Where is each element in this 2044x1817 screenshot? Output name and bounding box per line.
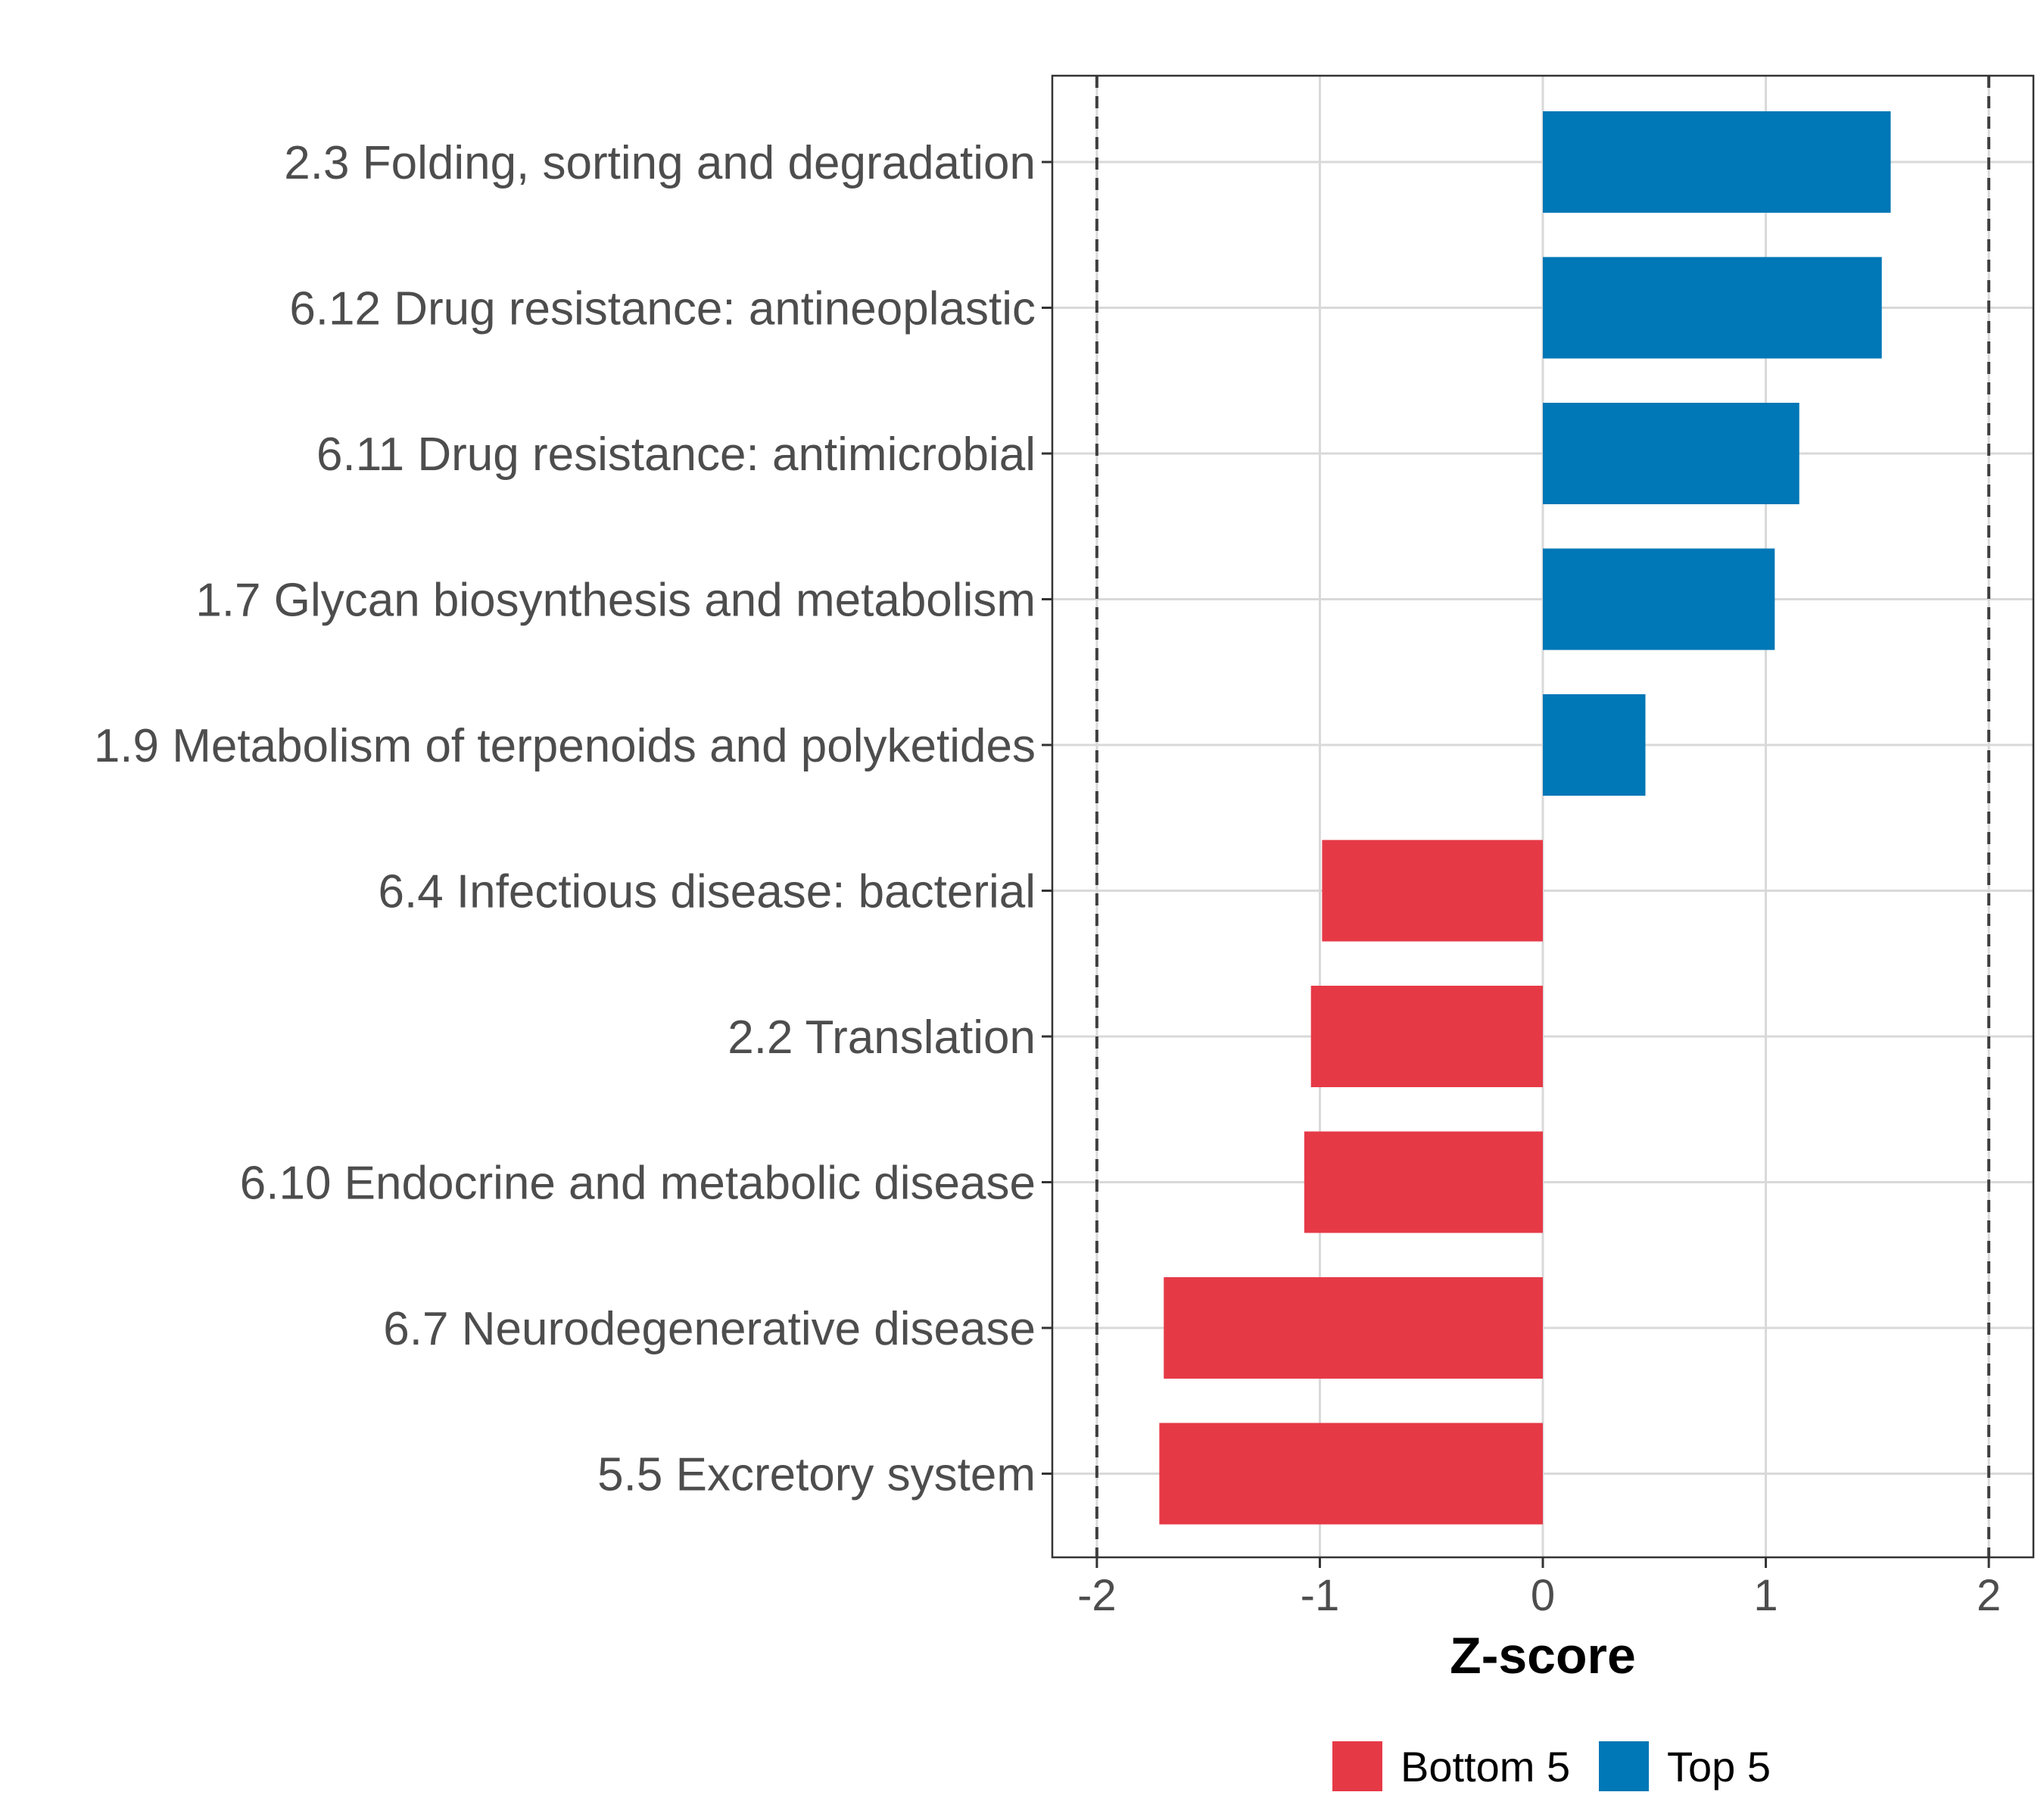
y-tick-label: 6.12 Drug resistance: antineoplastic <box>289 283 1036 335</box>
y-tick-label: 6.4 Infectious disease: bacterial <box>378 866 1036 918</box>
legend: Bottom 5 Top 5 <box>1332 1741 1771 1791</box>
x-tick-label: 1 <box>1753 1571 1778 1620</box>
bar <box>1304 1131 1543 1233</box>
x-tick-label: 2 <box>1977 1571 2001 1620</box>
legend-label: Top 5 <box>1667 1743 1771 1791</box>
bar <box>1310 986 1543 1087</box>
y-tick-label: 5.5 Excretory system <box>597 1449 1036 1501</box>
y-tick-label: 6.7 Neurodegenerative disease <box>383 1303 1036 1355</box>
x-axis: -2 -1 0 1 2 <box>1077 1557 2001 1620</box>
bar <box>1159 1423 1543 1525</box>
x-tick-label: -1 <box>1301 1571 1340 1620</box>
bar <box>1543 403 1799 504</box>
bar <box>1543 694 1646 796</box>
bar <box>1164 1277 1543 1379</box>
bar <box>1543 111 1891 213</box>
bars <box>1159 111 1891 1525</box>
legend-swatch <box>1332 1741 1382 1791</box>
x-tick-label: 0 <box>1531 1571 1555 1620</box>
y-tick-label: 2.2 Translation <box>728 1011 1036 1064</box>
y-axis: 2.3 Folding, sorting and degradation 6.12… <box>94 137 1052 1501</box>
x-axis-title: Z-score <box>1450 1627 1636 1685</box>
y-tick-label: 2.3 Folding, sorting and degradation <box>284 137 1036 189</box>
legend-swatch <box>1599 1741 1649 1791</box>
legend-label: Bottom 5 <box>1401 1743 1570 1791</box>
y-tick-label: 6.10 Endocrine and metabolic disease <box>240 1158 1036 1210</box>
bar <box>1543 548 1775 650</box>
bar <box>1543 257 1882 359</box>
reference-lines <box>1095 76 1991 1557</box>
y-tick-label: 6.11 Drug resistance: antimicrobial <box>316 429 1036 481</box>
y-tick-label: 1.9 Metabolism of terpenoids and polyket… <box>94 720 1036 772</box>
bar <box>1322 840 1543 942</box>
y-tick-label: 1.7 Glycan biosynthesis and metabolism <box>195 575 1036 627</box>
x-tick-label: -2 <box>1077 1571 1117 1620</box>
